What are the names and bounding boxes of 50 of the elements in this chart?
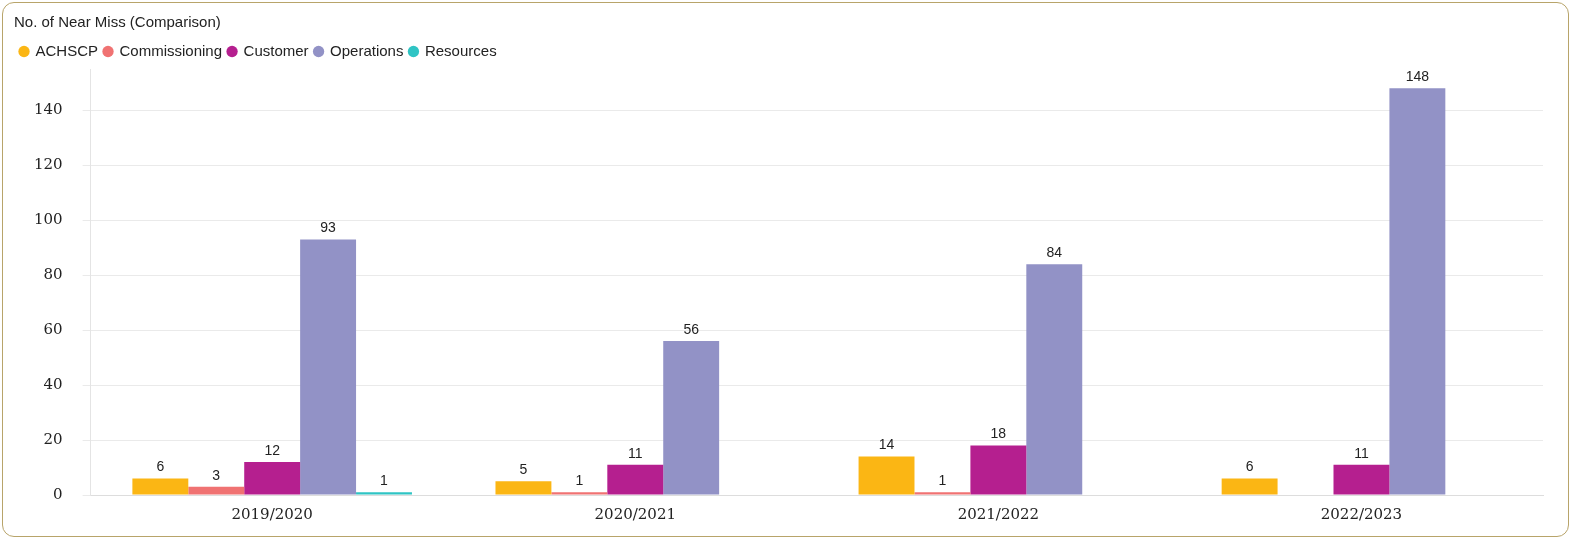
y-tick-label: 80 xyxy=(43,265,63,284)
bar xyxy=(1221,478,1278,495)
y-tick-label: 120 xyxy=(33,155,63,174)
y-tick-label: 0 xyxy=(53,484,63,503)
data-label: 5 xyxy=(519,461,528,478)
bar xyxy=(970,445,1027,495)
data-label: 14 xyxy=(878,436,895,453)
bar xyxy=(551,492,608,495)
data-label: 3 xyxy=(212,466,221,483)
data-label: 56 xyxy=(683,320,700,337)
data-label: 148 xyxy=(1405,68,1430,85)
data-label: 6 xyxy=(1245,458,1254,475)
bar xyxy=(244,462,301,495)
legend-label: Commissioning xyxy=(119,41,223,59)
bar xyxy=(1389,88,1446,495)
bar xyxy=(188,486,245,495)
y-tick-label: 20 xyxy=(43,429,63,448)
data-label: 1 xyxy=(575,472,584,489)
data-label: 12 xyxy=(264,441,281,458)
x-tick-label: 2019/2020 xyxy=(231,504,313,523)
data-label: 93 xyxy=(320,219,337,236)
data-label: 11 xyxy=(628,444,643,461)
bar xyxy=(356,492,412,495)
legend-label: Resources xyxy=(424,41,497,59)
data-label: 6 xyxy=(156,458,165,475)
chart-title: No. of Near Miss (Comparison) xyxy=(14,13,221,31)
bar xyxy=(1333,464,1390,495)
bar xyxy=(300,239,357,495)
legend-label: Customer xyxy=(243,41,309,59)
x-tick-label: 2021/2022 xyxy=(957,504,1040,523)
y-tick-label: 100 xyxy=(33,210,63,229)
bar xyxy=(495,481,552,495)
data-label: 18 xyxy=(990,425,1007,442)
legend-label: ACHSCP xyxy=(35,41,99,59)
data-label: 84 xyxy=(1046,243,1063,260)
x-tick-label: 2020/2021 xyxy=(594,504,676,523)
data-label: 1 xyxy=(938,472,947,489)
bar xyxy=(607,464,664,495)
data-label: 1 xyxy=(380,472,389,489)
y-tick-label: 60 xyxy=(43,319,63,338)
bar xyxy=(663,341,720,495)
data-label: 11 xyxy=(1354,444,1369,461)
legend-label: Operations xyxy=(330,41,404,59)
bar xyxy=(914,492,971,495)
bar xyxy=(132,478,189,495)
y-tick-label: 40 xyxy=(43,374,63,393)
y-tick-label: 140 xyxy=(33,100,63,119)
bar xyxy=(858,456,915,495)
bar xyxy=(1026,264,1083,495)
x-tick-label: 2022/2023 xyxy=(1320,504,1403,523)
